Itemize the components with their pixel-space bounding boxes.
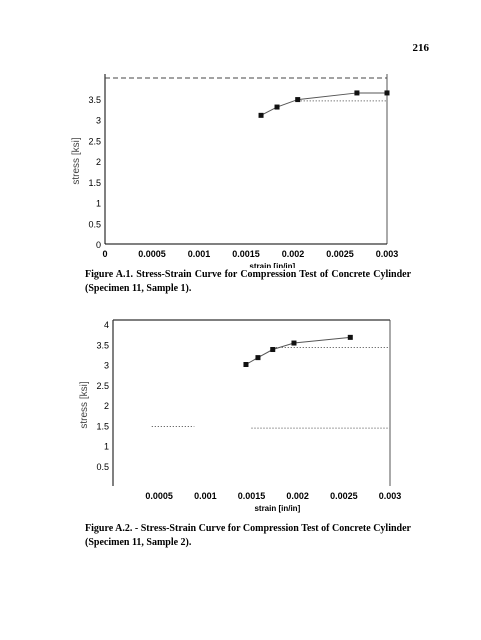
x-tick-label: 0.0005 bbox=[145, 491, 173, 501]
figure-1-label: Figure A.1. bbox=[85, 269, 133, 280]
figure-2-label: Figure A.2. bbox=[85, 523, 133, 534]
x-tick-label: 0.0015 bbox=[238, 491, 266, 501]
x-tick-label: 0.001 bbox=[188, 249, 211, 259]
x-tick-label: 0.001 bbox=[194, 491, 217, 501]
figure-1-text: Stress-Strain Curve for Compression Test… bbox=[85, 269, 412, 294]
series-line bbox=[260, 92, 387, 116]
y-tick-label: 0 bbox=[96, 240, 101, 250]
y-tick-label: 2 bbox=[104, 401, 109, 411]
data-point bbox=[291, 340, 297, 346]
y-tick-label: 0.5 bbox=[88, 219, 101, 229]
y-tick-label: 3.5 bbox=[96, 340, 109, 350]
chart-1-svg: 0 0.5 1 1.5 2 2.5 3 3.5 0 0.0005 0.001 0.0015 0.002 0… bbox=[71, 74, 399, 268]
data-point bbox=[255, 355, 261, 361]
x-tick-label: 0 bbox=[102, 249, 107, 259]
x-tick-label: 0.0025 bbox=[330, 491, 358, 501]
x-tick-label: 0.002 bbox=[286, 491, 309, 501]
y-tick-label: 2.5 bbox=[88, 136, 101, 146]
data-point bbox=[354, 90, 360, 96]
y-tick-label: 1 bbox=[96, 199, 101, 209]
y-tick-label: 1.5 bbox=[96, 421, 109, 431]
figure-2-caption: Figure A.2. - Stress-Strain Curve for Co… bbox=[85, 522, 411, 550]
chart-2: 0.5 1 1.5 2 2.5 3 3.5 4 0.0005 0.001 0.0015 0.002 0.… bbox=[0, 306, 481, 521]
y-axis-title: stress [ksi] bbox=[71, 137, 82, 184]
y-tick-label: 1 bbox=[104, 442, 109, 452]
figure-2-text: - Stress-Strain Curve for Compression Te… bbox=[85, 523, 411, 548]
x-tick-label: 0.0005 bbox=[138, 249, 166, 259]
figure-1-caption: Figure A.1. Stress-Strain Curve for Comp… bbox=[85, 268, 411, 296]
x-axis-title: strain [in/in] bbox=[249, 262, 295, 268]
y-tick-label: 4 bbox=[104, 320, 109, 330]
x-axis-title: strain [in/in] bbox=[254, 504, 300, 513]
y-axis-title: stress [ksi] bbox=[79, 381, 90, 428]
data-point bbox=[258, 112, 264, 118]
x-tick-label: 0.003 bbox=[376, 249, 399, 259]
data-point bbox=[274, 104, 280, 110]
chart-1: 0 0.5 1 1.5 2 2.5 3 3.5 0 0.0005 0.001 0.0015 0.002 0… bbox=[0, 68, 481, 268]
y-tick-label: 3.5 bbox=[88, 95, 101, 105]
x-tick-label: 0.003 bbox=[379, 491, 402, 501]
y-tick-label: 0.5 bbox=[96, 462, 109, 472]
y-tick-label: 2 bbox=[96, 157, 101, 167]
data-point bbox=[384, 90, 390, 96]
x-tick-label: 0.0025 bbox=[326, 249, 354, 259]
chart-2-svg: 0.5 1 1.5 2 2.5 3 3.5 4 0.0005 0.001 0.0015 0.002 0.… bbox=[79, 319, 402, 513]
x-tick-label: 0.002 bbox=[282, 249, 305, 259]
series-line bbox=[245, 336, 351, 365]
page-number: 216 bbox=[412, 42, 430, 54]
y-tick-label: 2.5 bbox=[96, 381, 109, 391]
data-point bbox=[243, 362, 249, 367]
data-point bbox=[295, 97, 301, 103]
y-tick-label: 1.5 bbox=[88, 178, 101, 188]
x-tick-label: 0.0015 bbox=[232, 249, 260, 259]
data-point bbox=[270, 347, 276, 353]
y-tick-label: 3 bbox=[104, 361, 109, 371]
data-point bbox=[347, 334, 353, 340]
y-tick-label: 3 bbox=[96, 116, 101, 126]
